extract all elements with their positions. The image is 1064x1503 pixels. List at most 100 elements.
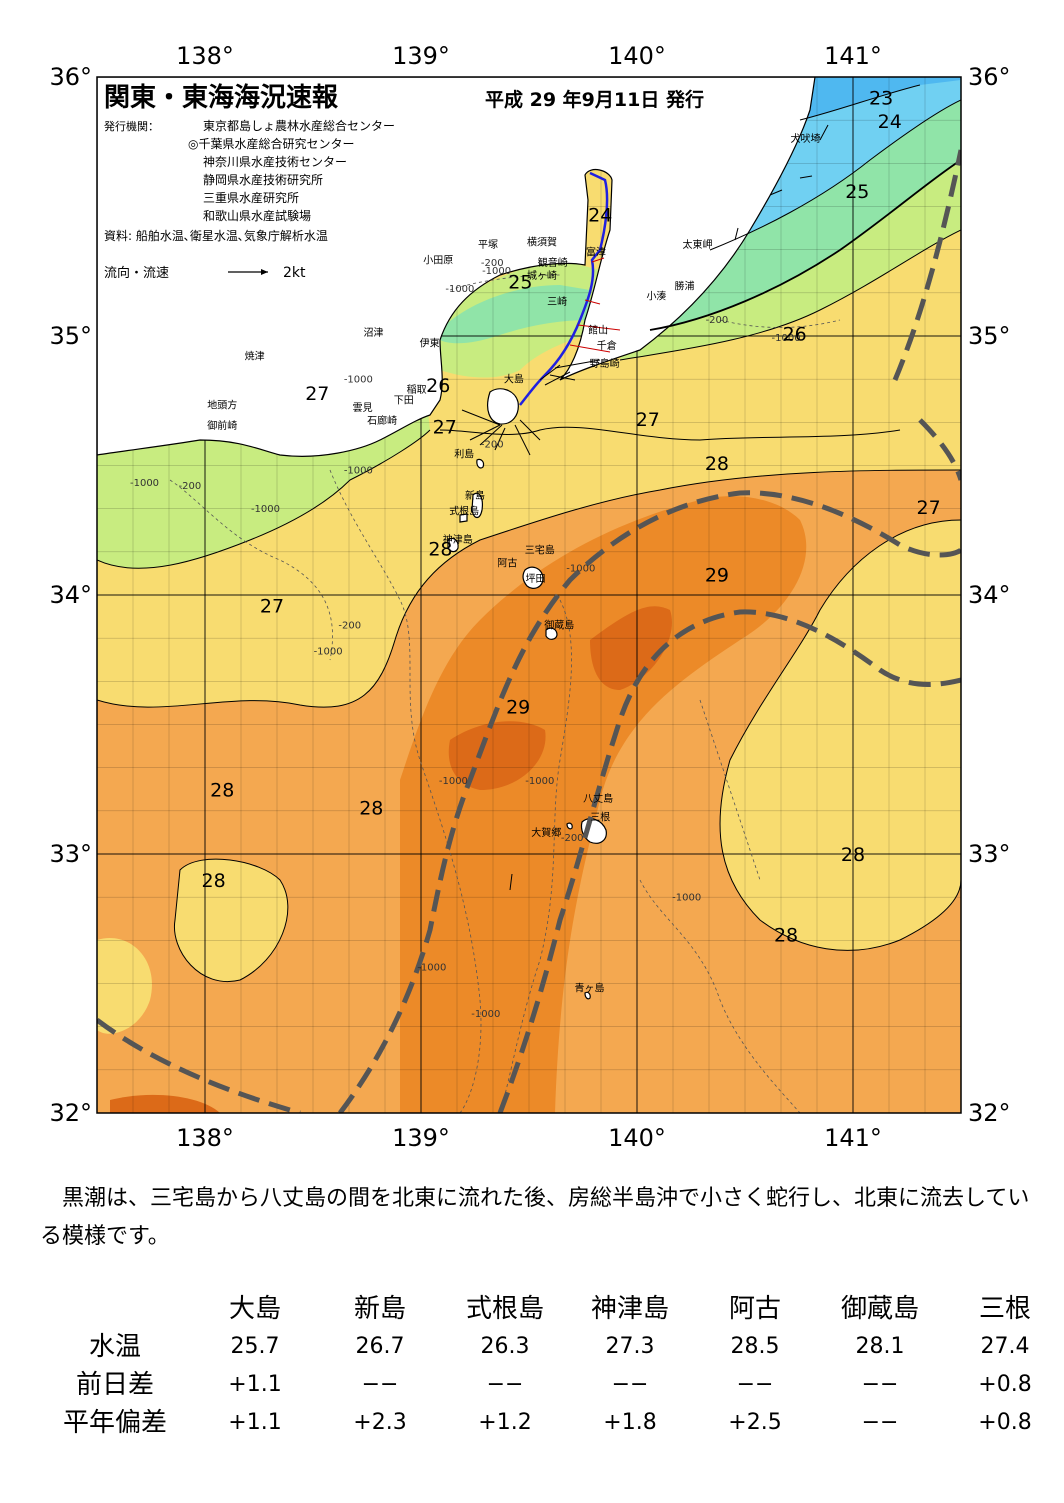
data-source: 資料: 船舶水温､衛星水温､気象庁解析水温	[104, 228, 328, 243]
latitude-tick-label: 35°	[968, 322, 1011, 350]
row-label: 前日差	[75, 1370, 154, 1400]
place-name: 八丈島	[583, 792, 613, 805]
place-name: 神津島	[443, 533, 473, 546]
issuer-name: 東京都島しょ農林水産総合センター	[203, 118, 395, 133]
place-name: 御前崎	[207, 419, 237, 432]
depth-label: -1000	[417, 963, 446, 974]
isotherm-label: 28	[774, 924, 798, 946]
table-cell: 25.7	[230, 1334, 280, 1359]
isotherms	[97, 84, 961, 982]
depth-label: -1000	[251, 504, 280, 515]
issuers-list: 東京都島しょ農林水産総合センター ◎千葉県水産総合研究センター神奈川県水産技術セン…	[188, 118, 395, 223]
depth-labels: -1000-1000-200-200-1000-1000-200-1000-20…	[130, 258, 801, 1020]
isotherm-label: 26	[426, 375, 450, 397]
table-cell: 26.7	[355, 1334, 405, 1359]
place-name: 三宅島	[525, 544, 555, 557]
depth-label: -1000	[314, 647, 343, 658]
latitude-tick-label: 33°	[49, 840, 92, 868]
map-body: -1000-1000-200-200-1000-1000-200-1000-20…	[97, 77, 961, 1113]
legend-arrow	[228, 269, 268, 275]
isotherm-label: 25	[845, 181, 869, 203]
place-name: 富津	[586, 246, 606, 259]
sea-temperature-map: -1000-1000-200-200-1000-1000-200-1000-20…	[49, 42, 1011, 1152]
issuer-name: ◎千葉県水産総合研究センター	[188, 136, 354, 151]
place-name: 下田	[394, 395, 414, 406]
table-cell: +1.1	[228, 1372, 282, 1397]
place-name: 式根島	[449, 505, 479, 518]
isotherm-label: 28	[841, 844, 865, 866]
place-name: 太東岬	[682, 238, 712, 251]
place-name: 勝浦	[675, 279, 695, 292]
station-table: 大島 新島 式根島 神津島 阿古 御蔵島 三根 水温 25.7 26.7 26.3 27.3 28.5 2…	[40, 1290, 1032, 1442]
table-cell: +0.8	[978, 1410, 1032, 1435]
place-name: 三崎	[547, 295, 567, 308]
depth-label: -200	[706, 315, 729, 326]
niijima-island	[471, 492, 483, 519]
table-cell: +1.1	[228, 1410, 282, 1435]
honshu-land	[97, 77, 816, 457]
table-cell: +2.5	[728, 1410, 782, 1435]
ship-track	[519, 171, 609, 406]
station-name: 三根	[978, 1294, 1031, 1324]
depth-label: -1000	[482, 266, 511, 277]
longitude-ticks-top: 138° 139° 140° 141°	[176, 42, 882, 70]
isotherm-label: 28	[428, 538, 452, 560]
toshima-island	[476, 458, 485, 469]
place-name: 青ヶ島	[574, 981, 604, 994]
place-name: 利島	[454, 448, 474, 461]
isotherm-label: 27	[636, 409, 660, 431]
station-name: 神津島	[590, 1294, 669, 1324]
issuer-name: 和歌山県水産試験場	[203, 208, 311, 223]
station-name: 大島	[228, 1294, 281, 1324]
depth-label: -1000	[445, 284, 474, 295]
depth-label: -1000	[130, 478, 159, 489]
depth-label: -1000	[566, 564, 595, 575]
isotherm-label: 27	[433, 417, 457, 439]
oshima-island	[487, 388, 519, 425]
station-name: 式根島	[465, 1294, 544, 1324]
place-name: 稲取	[407, 384, 427, 396]
isotherm-label: 27	[260, 595, 284, 617]
place-name: 石廊崎	[367, 414, 397, 427]
place-name: 三根	[590, 810, 610, 823]
current-vectors	[461, 124, 829, 891]
table-cell: +1.8	[603, 1410, 657, 1435]
table-cell: −−	[861, 1372, 899, 1397]
issuers-label: 発行機関：	[104, 119, 159, 133]
station-name: 新島	[353, 1294, 406, 1324]
issuer-name: 静岡県水産技術研究所	[203, 172, 323, 187]
table-row: 前日差 +1.1 −− −− −− −− −− +0.8	[40, 1366, 1032, 1404]
isotherm-label: 27	[305, 383, 329, 405]
row-label: 平年偏差	[62, 1408, 167, 1438]
station-name: 御蔵島	[840, 1294, 919, 1324]
place-name: 野島崎	[590, 357, 620, 370]
table-cell: 28.1	[855, 1334, 905, 1359]
sst-zone-25-sagami	[440, 285, 590, 344]
table-cell: 28.5	[730, 1334, 780, 1359]
sst-zone-27-sw2	[97, 938, 152, 1034]
hachijo-kojima-island	[566, 822, 573, 830]
place-name: 地頭方	[207, 399, 237, 412]
legend-scale: 2kt	[283, 265, 306, 281]
table-cell: −−	[861, 1410, 899, 1435]
latitude-ticks-right: 36° 35° 34° 33° 32°	[968, 63, 1011, 1127]
longitude-tick-label: 141°	[824, 42, 882, 70]
place-name: 平塚	[478, 239, 498, 251]
table-header-row: 大島 新島 式根島 神津島 阿古 御蔵島 三根	[40, 1290, 1031, 1328]
place-name: 雲見	[353, 402, 373, 414]
latitude-ticks-left: 36° 35° 34° 33° 32°	[49, 63, 92, 1127]
latitude-tick-label: 34°	[968, 581, 1011, 609]
depth-contours	[169, 274, 841, 1113]
place-name: 大賀郷	[531, 826, 561, 839]
table-cell: −−	[611, 1372, 649, 1397]
longitude-tick-label: 138°	[176, 1124, 234, 1152]
place-name: 阿古	[497, 557, 517, 570]
place-name: 館山	[588, 323, 608, 336]
place-name: 焼津	[245, 350, 265, 362]
legend-label: 流向・流速	[104, 265, 169, 281]
place-name: 伊東	[420, 336, 440, 349]
latitude-tick-label: 35°	[49, 322, 92, 350]
depth-label: -200	[179, 481, 202, 492]
sst-zone-30-a	[590, 606, 672, 690]
